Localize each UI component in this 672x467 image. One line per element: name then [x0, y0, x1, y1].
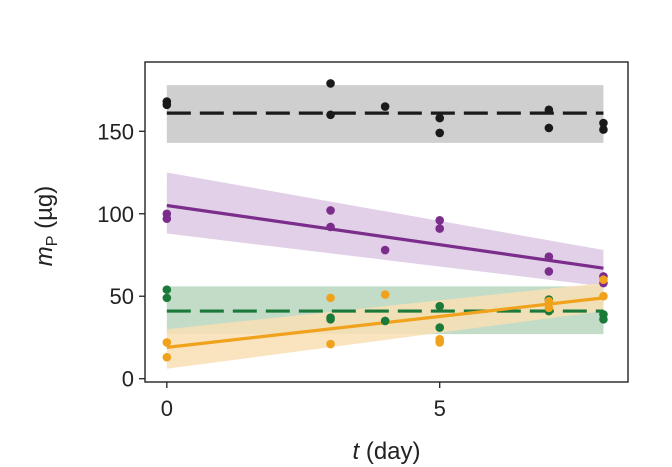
- plot-frame: [144, 61, 629, 383]
- series-2-band: [166, 172, 604, 287]
- series-1-point-3: [326, 79, 335, 88]
- y-axis-label: mP (µg): [31, 186, 61, 267]
- series-4-point-1: [162, 338, 172, 347]
- series-2-point-6: [435, 216, 445, 225]
- y-axis-label-unit: (µg): [31, 186, 58, 236]
- series-4-point-5: [380, 290, 390, 299]
- series-3-point-6: [435, 301, 445, 311]
- series-2-point-2: [162, 214, 172, 224]
- series-4-point-3: [326, 293, 335, 303]
- x-axis-label: t (day): [352, 438, 420, 465]
- series-2-point-7: [435, 224, 445, 233]
- y-axis: 0 50 100 150: [97, 119, 145, 392]
- confidence-bands: [166, 85, 604, 369]
- series-4-point-2: [162, 352, 172, 362]
- y-axis-label-variable: m: [31, 246, 58, 266]
- series-2-point-4: [326, 222, 335, 232]
- y-tick-label-50: 50: [110, 284, 134, 309]
- series-1-point-7: [435, 128, 445, 138]
- x-axis-label-variable: t: [352, 438, 360, 465]
- series-4-point-9: [544, 303, 554, 313]
- series-1-point-2: [162, 100, 172, 110]
- series-3-point-2: [162, 293, 172, 303]
- series-4-point-7: [435, 338, 445, 347]
- y-axis-label-subscript: P: [44, 236, 61, 247]
- series-1-point-5: [380, 102, 390, 111]
- series-4-point-8: [544, 296, 554, 306]
- series-3-point-5: [380, 316, 390, 326]
- series-3-point-1: [162, 285, 172, 294]
- series-1-point-8: [544, 105, 554, 115]
- data-points: [162, 79, 608, 362]
- y-tick-label-150: 150: [97, 119, 134, 144]
- series-2-point-8: [544, 252, 554, 261]
- series-3-point-4: [326, 315, 335, 324]
- series-3-point-7: [435, 323, 445, 332]
- series-4-band: [166, 283, 604, 369]
- series-1-point-4: [326, 110, 335, 120]
- series-1-point-11: [599, 125, 608, 134]
- series-4-point-11: [599, 291, 608, 301]
- series-1-point-6: [435, 113, 445, 123]
- x-axis-label-unit: (day): [359, 438, 420, 465]
- series-4-point-4: [326, 339, 335, 349]
- y-tick-label-0: 0: [122, 367, 134, 392]
- series-3-point-11: [599, 315, 608, 324]
- series-2-point-5: [380, 245, 390, 255]
- y-tick-label-100: 100: [97, 202, 134, 227]
- series-1-point-10: [599, 118, 608, 128]
- series-2-point-3: [326, 206, 335, 215]
- series-1-point-9: [544, 123, 554, 133]
- series-2-point-9: [544, 267, 554, 276]
- x-tick-label-0: 0: [161, 396, 173, 421]
- x-tick-label-5: 5: [434, 396, 446, 421]
- series-2-fit-line: [166, 203, 604, 270]
- series-4-point-10: [599, 275, 608, 285]
